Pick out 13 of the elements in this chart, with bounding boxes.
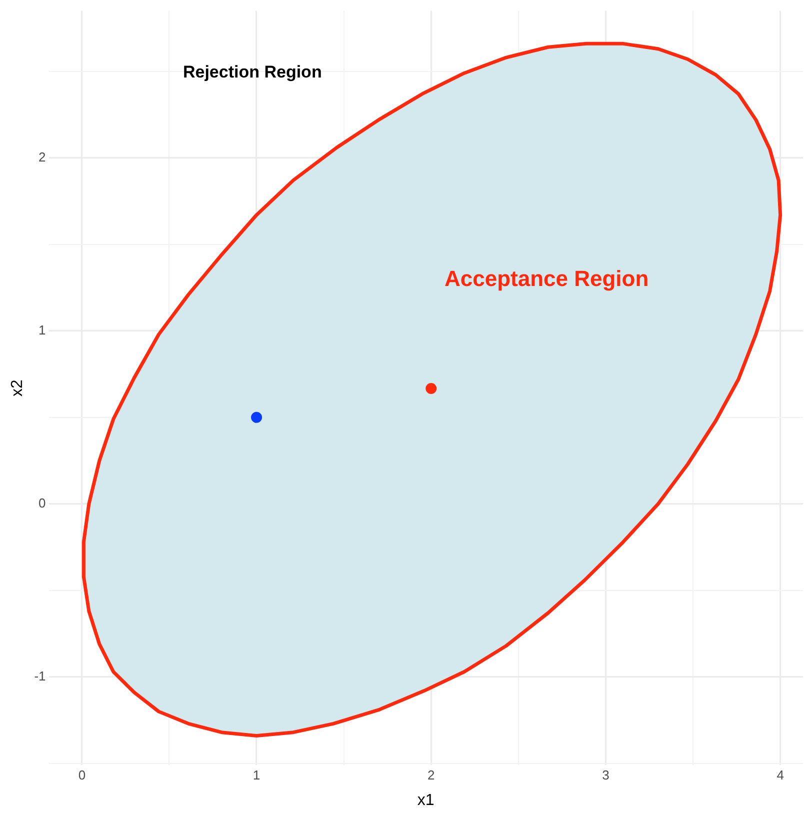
y-tick-label: -1 bbox=[34, 668, 46, 684]
x-tick-label: 0 bbox=[78, 768, 86, 783]
x-tick-label: 4 bbox=[776, 768, 784, 783]
y-tick-label: 0 bbox=[38, 496, 46, 511]
x-tick-label: 3 bbox=[602, 768, 610, 783]
y-tick-label: 1 bbox=[38, 322, 46, 338]
x-tick-label: 1 bbox=[252, 768, 260, 783]
y-axis-title: x2 bbox=[9, 379, 26, 396]
annotation: Acceptance Region bbox=[444, 266, 649, 292]
y-tick-label: 2 bbox=[38, 149, 46, 164]
annotation: Rejection Region bbox=[182, 62, 322, 82]
x-axis-title: x1 bbox=[417, 792, 434, 809]
x-tick-label: 2 bbox=[428, 768, 435, 783]
